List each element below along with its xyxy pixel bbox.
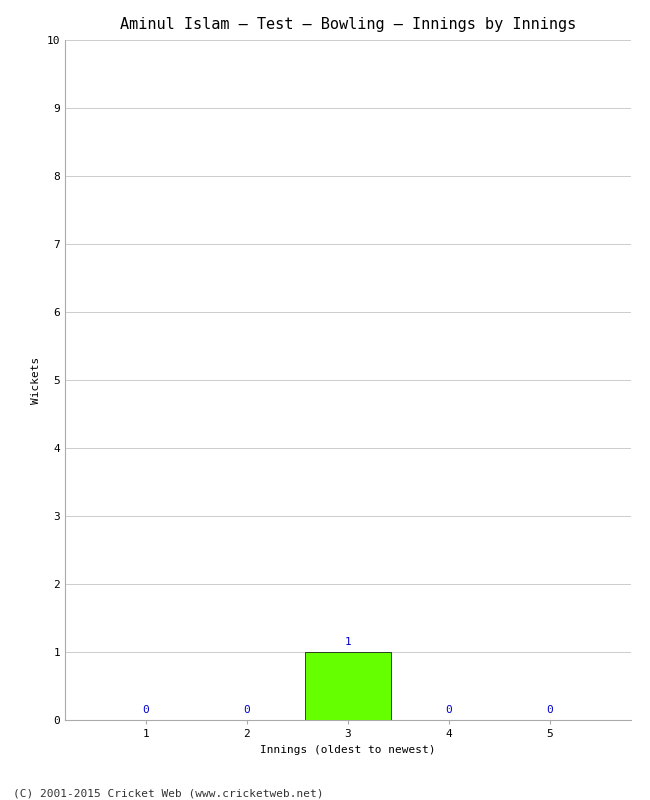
Title: Aminul Islam – Test – Bowling – Innings by Innings: Aminul Islam – Test – Bowling – Innings … bbox=[120, 17, 576, 32]
Bar bbox=[305, 652, 391, 720]
Text: 0: 0 bbox=[445, 705, 452, 714]
Text: 0: 0 bbox=[243, 705, 250, 714]
Text: 0: 0 bbox=[547, 705, 553, 714]
X-axis label: Innings (oldest to newest): Innings (oldest to newest) bbox=[260, 745, 436, 754]
Text: 0: 0 bbox=[142, 705, 149, 714]
Y-axis label: Wickets: Wickets bbox=[31, 356, 41, 404]
Text: 1: 1 bbox=[344, 637, 351, 646]
Text: (C) 2001-2015 Cricket Web (www.cricketweb.net): (C) 2001-2015 Cricket Web (www.cricketwe… bbox=[13, 788, 324, 798]
